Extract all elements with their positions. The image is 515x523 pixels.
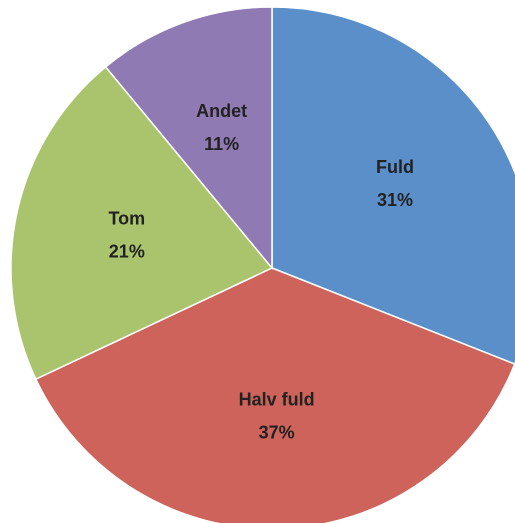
slice-label: Andet [196,101,247,121]
slice-value-label: 31% [377,190,413,210]
pie-slice [34,267,515,523]
slice-label: Halv fuld [239,389,315,409]
pie-slice [10,65,274,381]
pie-slice [271,6,515,366]
pie-slice [104,6,273,271]
slice-label: Fuld [376,157,414,177]
slice-value-label: 21% [109,241,145,261]
slice-value-label: 11% [204,134,239,154]
slice-value-label: 37% [259,422,295,442]
slice-label: Tom [108,208,145,228]
